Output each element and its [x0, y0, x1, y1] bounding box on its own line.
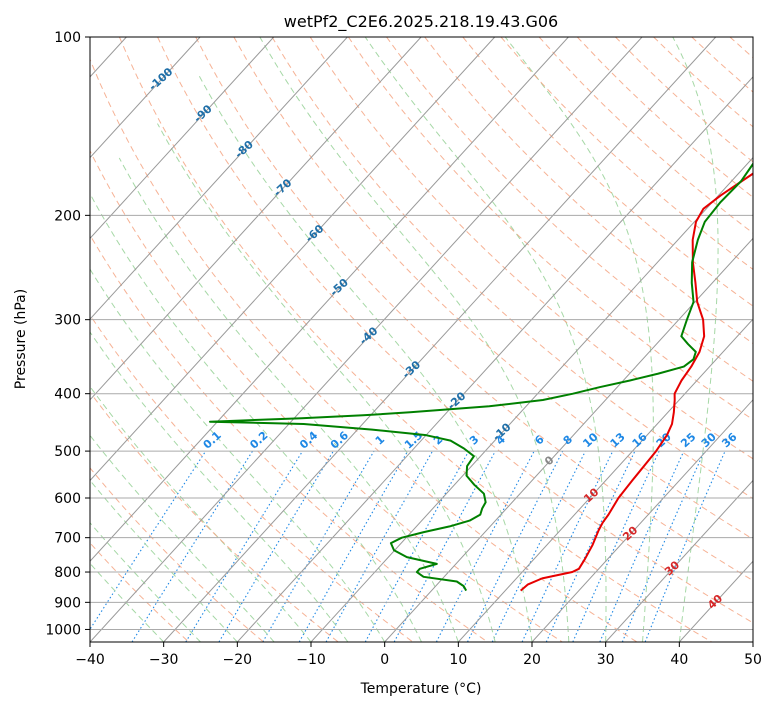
x-tick-label: 40	[670, 652, 688, 668]
y-tick-label: 800	[54, 565, 81, 581]
moist-adiabat	[90, 522, 201, 642]
mixing-ratio-line	[131, 450, 254, 642]
isotherms	[90, 37, 753, 642]
x-tick-label: −40	[75, 652, 105, 668]
moist-adiabat	[197, 72, 533, 642]
dry-adiabat	[233, 37, 753, 540]
x-axis-title: Temperature (°C)	[360, 681, 482, 697]
temperature-line	[520, 172, 753, 592]
x-tick-label: 10	[449, 652, 467, 668]
y-tick-label: 100	[54, 30, 81, 46]
isotherm-line	[90, 37, 275, 240]
moist-adiabat	[259, 37, 570, 642]
moist-adiabat	[364, 37, 607, 642]
y-axis-title: Pressure (hPa)	[13, 289, 29, 389]
mixing-ratio-line	[467, 450, 564, 642]
dry-adiabat	[347, 37, 753, 421]
dry-adiabat	[118, 37, 712, 642]
dry-adiabat	[462, 37, 753, 307]
moist-adiabat	[90, 562, 165, 642]
moist-adiabat	[90, 331, 349, 642]
y-tick-label: 600	[54, 491, 81, 507]
isotherm-line	[90, 37, 201, 159]
mixing-ratio-line	[90, 450, 207, 631]
moist-adiabat	[672, 37, 719, 642]
isotherm-line	[531, 399, 753, 642]
y-axis: 100 200 300 400 500 600 700 800 900 1000	[45, 30, 90, 638]
dry-adiabat	[271, 37, 753, 500]
isotherm-line	[310, 156, 753, 642]
isotherm-line	[90, 37, 569, 563]
moist-adiabat	[90, 479, 238, 642]
isotherm-line	[384, 237, 753, 642]
x-tick-label: 50	[744, 652, 762, 668]
isotherm-line	[457, 318, 753, 642]
plot-area: -100-90-80-70-60-50-40-30-20-10010203040…	[90, 37, 753, 642]
y-tick-label: 300	[54, 313, 81, 329]
y-tick-label: 200	[54, 208, 81, 224]
y-tick-label: 400	[54, 387, 81, 403]
y-tick-label: 700	[54, 531, 81, 547]
x-tick-label: −20	[223, 652, 253, 668]
chart-title: wetPf2_C2E6.2025.218.19.43.G06	[284, 12, 558, 32]
moist-adiabat	[90, 268, 386, 642]
dry-adiabats	[90, 37, 753, 642]
isotherm-line	[163, 37, 717, 642]
dry-adiabat	[90, 391, 339, 642]
dry-adiabat	[195, 37, 753, 582]
dry-adiabat	[90, 234, 488, 642]
isotherm-line	[90, 37, 496, 482]
dry-adiabat	[157, 37, 753, 624]
dry-adiabat	[90, 149, 563, 642]
dry-adiabat	[90, 58, 638, 642]
plot-frame	[89, 36, 754, 643]
x-tick-label: 0	[380, 652, 389, 668]
mixing-ratio-line	[325, 450, 434, 642]
profile-series	[209, 162, 753, 592]
y-tick-label: 900	[54, 595, 81, 611]
x-tick-label: 30	[597, 652, 615, 668]
mixing-ratio-line	[185, 450, 304, 642]
mixing-ratio-line	[621, 450, 705, 642]
x-axis: −40 −30 −20 −10 0 10 20 30 40 50	[75, 642, 762, 668]
x-tick-label: −10	[296, 652, 326, 668]
y-tick-label: 500	[54, 444, 81, 460]
dry-adiabat	[309, 37, 753, 460]
dewpoint-line	[209, 162, 753, 592]
moist-adiabat	[90, 385, 312, 642]
isotherm-line	[90, 37, 643, 642]
mixing-ratio-line	[599, 450, 685, 642]
isotherm-line	[90, 37, 422, 401]
x-tick-label: −30	[149, 652, 179, 668]
mixing-ratio-line	[364, 450, 470, 642]
y-tick-label: 1000	[45, 622, 81, 638]
x-tick-label: 20	[523, 652, 541, 668]
mixing-ratio-line	[572, 450, 660, 642]
isotherm-line	[236, 76, 753, 642]
moist-adiabat	[90, 434, 275, 642]
dry-adiabat	[90, 467, 264, 642]
moist-adiabat	[90, 195, 422, 642]
isotherm-line	[90, 37, 348, 320]
pressure-gridlines	[90, 37, 753, 630]
isotherm-line	[605, 479, 753, 642]
